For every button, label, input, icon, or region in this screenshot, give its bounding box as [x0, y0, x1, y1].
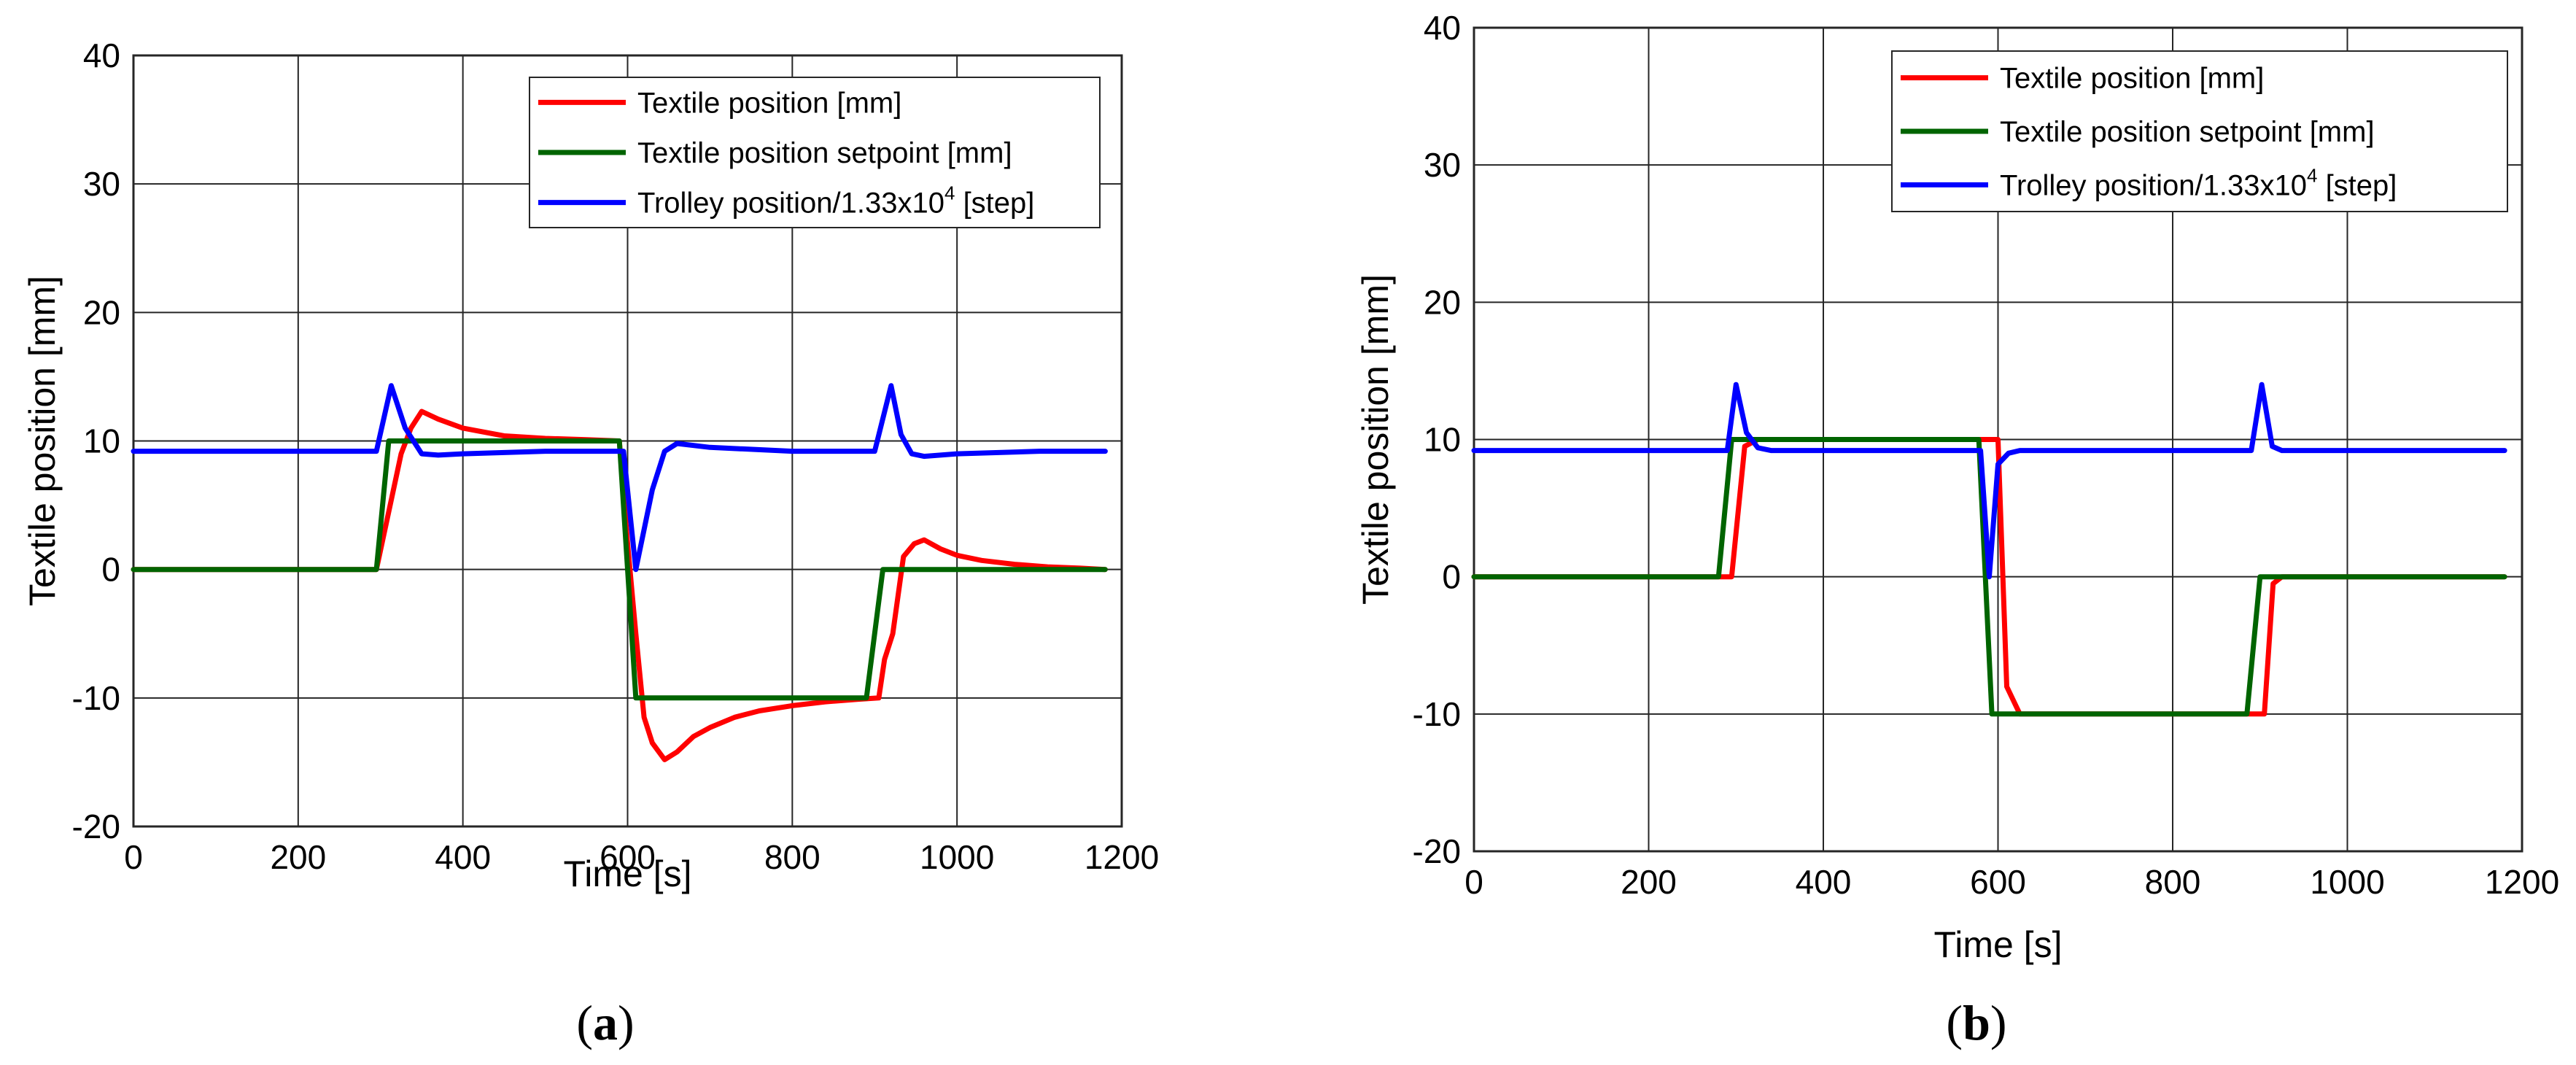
x-tick-label: 200: [1621, 863, 1677, 901]
x-tick-label: 1000: [2310, 863, 2384, 901]
y-axis-label: Textile position [mm]: [22, 276, 63, 606]
y-tick-label: -20: [72, 808, 120, 845]
chart-a: 0 200 400 600 800 1000 1200 -20 -10 0 10 20 30 40 Tim…: [22, 36, 1159, 1050]
plot-frame: [1473, 26, 2523, 853]
series-line-textile: [131, 408, 1108, 762]
y-tick-label: -10: [1413, 695, 1461, 733]
legend-box: [1891, 50, 2508, 212]
series-line-trolley: [1471, 382, 2507, 580]
y-tick-label: 20: [83, 293, 120, 331]
x-tick-label: 600: [1970, 863, 2026, 901]
x-tick-label: 800: [2145, 863, 2201, 901]
legend: Textile position [mm] Textile position se…: [529, 77, 1101, 228]
legend: Textile position [mm] Textile position se…: [1891, 50, 2508, 212]
legend-label: Textile position setpoint [mm]: [2000, 116, 2375, 148]
y-tick-label: 40: [83, 36, 120, 74]
y-tick-label: -10: [72, 679, 120, 717]
x-tick-label: 0: [124, 838, 143, 876]
x-axis-label: Time [s]: [1934, 924, 2063, 965]
chart-b: 0 200 400 600 800 1000 1200 -20 -10 0 10 20 30 40 Tim…: [1355, 9, 2559, 1050]
y-tick-label: 0: [1442, 558, 1461, 596]
x-tick-label: 0: [1464, 863, 1483, 901]
series-line-setpoint: [1471, 437, 2507, 717]
legend-label: Textile position [mm]: [637, 87, 901, 119]
x-tick-label: 1200: [2485, 863, 2559, 901]
panel-label: (a): [576, 995, 634, 1050]
x-tick-label: 400: [435, 838, 491, 876]
y-tick-label: 30: [1424, 146, 1461, 184]
x-tick-label: 600: [600, 838, 656, 876]
y-tick-label: -20: [1413, 832, 1461, 870]
panel-letter: a: [593, 995, 618, 1050]
x-tick-label: 1200: [1085, 838, 1159, 876]
y-axis-label: Textile position [mm]: [1355, 274, 1396, 605]
panel-letter: b: [1963, 995, 1990, 1050]
y-tick-label: 40: [1424, 9, 1461, 47]
y-tick-label: 10: [1424, 421, 1461, 459]
x-tick-label: 1000: [920, 838, 994, 876]
y-tick-label: 0: [101, 551, 120, 589]
x-tick-label: 800: [764, 838, 820, 876]
y-tick-label: 30: [83, 165, 120, 203]
legend-label: Trolley position/1.33x104 [step]: [2000, 164, 2397, 201]
y-tick-label: 10: [83, 422, 120, 460]
series-line-setpoint: [131, 438, 1108, 701]
series-line-trolley: [131, 383, 1108, 573]
legend-label: Textile position [mm]: [2000, 63, 2264, 95]
legend-label: Trolley position/1.33x104 [step]: [637, 182, 1034, 220]
series-line-textile: [1471, 437, 2507, 717]
plot-frame: [132, 54, 1123, 828]
legend-label: Textile position setpoint [mm]: [637, 137, 1012, 169]
panel-label: (b): [1946, 995, 2006, 1050]
x-tick-label: 200: [270, 838, 326, 876]
x-tick-label: 400: [1796, 863, 1852, 901]
x-axis-label: Time [s]: [564, 853, 692, 894]
y-tick-label: 20: [1424, 283, 1461, 321]
